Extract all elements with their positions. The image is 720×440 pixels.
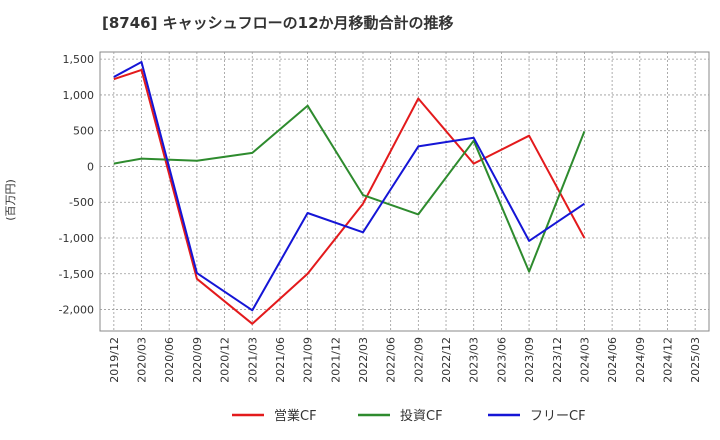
legend-label-1: 投資CF: [400, 408, 443, 424]
x-tick-label: 2020/09: [191, 337, 204, 383]
y-tick-label: -2,000: [59, 304, 94, 317]
legend-label-2: フリーCF: [530, 409, 586, 424]
y-tick-label: 0: [87, 160, 94, 173]
series-line-1: [113, 104, 586, 273]
y-tick-label: 500: [73, 125, 94, 138]
x-tick-label: 2022/12: [440, 337, 453, 383]
y-axis-label: (百万円): [4, 179, 17, 221]
x-tick-label: 2020/03: [136, 337, 149, 383]
x-tick-label: 2023/12: [551, 337, 564, 383]
x-tick-label: 2023/09: [523, 337, 536, 383]
x-tick-label: 2020/06: [163, 337, 176, 383]
x-tick-label: 2022/03: [357, 337, 370, 383]
x-tick-label: 2024/09: [634, 337, 647, 383]
y-tick-label: 1,000: [63, 89, 95, 102]
legend-label-0: 営業CF: [274, 408, 317, 424]
y-tick-label: 1,500: [63, 53, 95, 66]
x-tick-label: 2021/09: [302, 337, 315, 383]
y-tick-label: -1,000: [59, 232, 94, 245]
series-line-0: [113, 68, 586, 325]
chart-title: [8746] キャッシュフローの12か月移動合計の推移: [102, 14, 454, 32]
plot-area: [99, 51, 710, 332]
y-tick-label: -500: [69, 196, 94, 209]
x-tick-label: 2021/03: [246, 337, 259, 383]
x-tick-label: 2024/03: [578, 337, 591, 383]
x-tick-label: 2023/06: [495, 337, 508, 383]
y-tick-label: -1,500: [59, 268, 94, 281]
x-tick-label: 2020/12: [219, 337, 232, 383]
x-tick-label: 2021/12: [329, 337, 342, 383]
x-tick-label: 2019/12: [108, 337, 121, 383]
x-tick-label: 2024/06: [606, 337, 619, 383]
x-tick-label: 2022/09: [412, 337, 425, 383]
x-tick-label: 2024/12: [661, 337, 674, 383]
x-tick-label: 2021/06: [274, 337, 287, 383]
x-tick-label: 2025/03: [689, 337, 702, 383]
series-line-2: [113, 61, 585, 312]
x-tick-label: 2022/06: [385, 337, 398, 383]
x-tick-label: 2023/03: [468, 337, 481, 383]
